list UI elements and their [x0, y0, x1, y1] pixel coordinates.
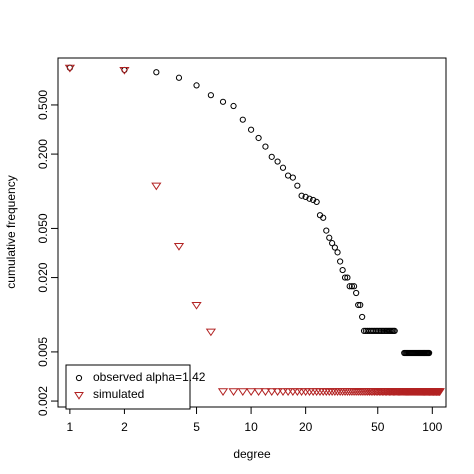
x-tick-label: 5: [193, 420, 200, 434]
legend-label: observed alpha=1.42: [93, 370, 206, 384]
point: [237, 388, 248, 396]
x-tick-label: 1: [67, 420, 74, 434]
point: [346, 283, 353, 290]
y-tick-label: 0.020: [36, 262, 50, 292]
point: [313, 198, 320, 206]
y-tick-label: 0.500: [36, 90, 50, 120]
point: [173, 243, 185, 251]
point: [341, 274, 349, 281]
x-tick-label: 100: [422, 420, 442, 434]
point: [306, 195, 313, 202]
point: [272, 388, 283, 396]
point: [320, 214, 327, 221]
legend: observed alpha=1.42 simulated: [65, 364, 206, 410]
point: [425, 349, 433, 357]
x-tick-label: 2: [121, 420, 128, 434]
point: [193, 82, 200, 89]
point: [289, 174, 296, 181]
point: [260, 388, 271, 396]
point: [64, 64, 76, 73]
x-tick-label: 50: [371, 420, 385, 434]
point: [279, 164, 287, 171]
point: [344, 274, 351, 281]
point: [151, 182, 162, 191]
point: [239, 116, 246, 123]
point: [357, 301, 364, 309]
point: [294, 182, 301, 189]
point: [334, 249, 341, 256]
y-axis-label: cumulative frequency: [4, 175, 18, 288]
point: [253, 388, 264, 396]
point: [331, 244, 338, 251]
y-tick-label: 0.005: [36, 337, 50, 367]
legend-label: simulated: [93, 387, 144, 401]
point: [175, 74, 183, 81]
point: [298, 192, 305, 199]
point: [247, 126, 255, 133]
point: [326, 234, 333, 241]
point: [277, 388, 289, 396]
point: [323, 227, 330, 234]
point: [207, 92, 214, 99]
point: [268, 153, 275, 160]
point: [153, 69, 160, 76]
legend-marker: [74, 392, 84, 400]
x-axis-label: degree: [233, 447, 271, 461]
y-tick-label: 0.200: [36, 139, 50, 169]
point: [191, 301, 202, 310]
point: [217, 388, 229, 396]
point: [266, 388, 277, 396]
point: [337, 258, 344, 265]
legend-box: [65, 364, 191, 410]
point: [219, 98, 227, 105]
point: [391, 327, 398, 334]
y-tick-label: 0.002: [36, 386, 50, 416]
legend-marker: [75, 374, 83, 382]
plot-box: [57, 57, 447, 408]
point: [310, 196, 317, 204]
point: [262, 143, 269, 150]
point: [255, 134, 262, 142]
x-tick-label: 10: [244, 420, 258, 434]
point: [119, 66, 130, 75]
point: [228, 388, 239, 396]
point: [339, 266, 346, 274]
point: [329, 240, 336, 247]
point: [230, 102, 237, 110]
point: [245, 388, 257, 396]
point: [205, 328, 217, 337]
point: [359, 313, 366, 321]
point: [302, 193, 309, 201]
point: [353, 289, 360, 297]
point: [355, 301, 362, 309]
point: [274, 158, 281, 165]
point: [350, 283, 358, 290]
point: [348, 283, 356, 290]
y-tick-label: 0.050: [36, 213, 50, 243]
point: [434, 388, 445, 396]
x-tick-label: 20: [299, 420, 313, 434]
